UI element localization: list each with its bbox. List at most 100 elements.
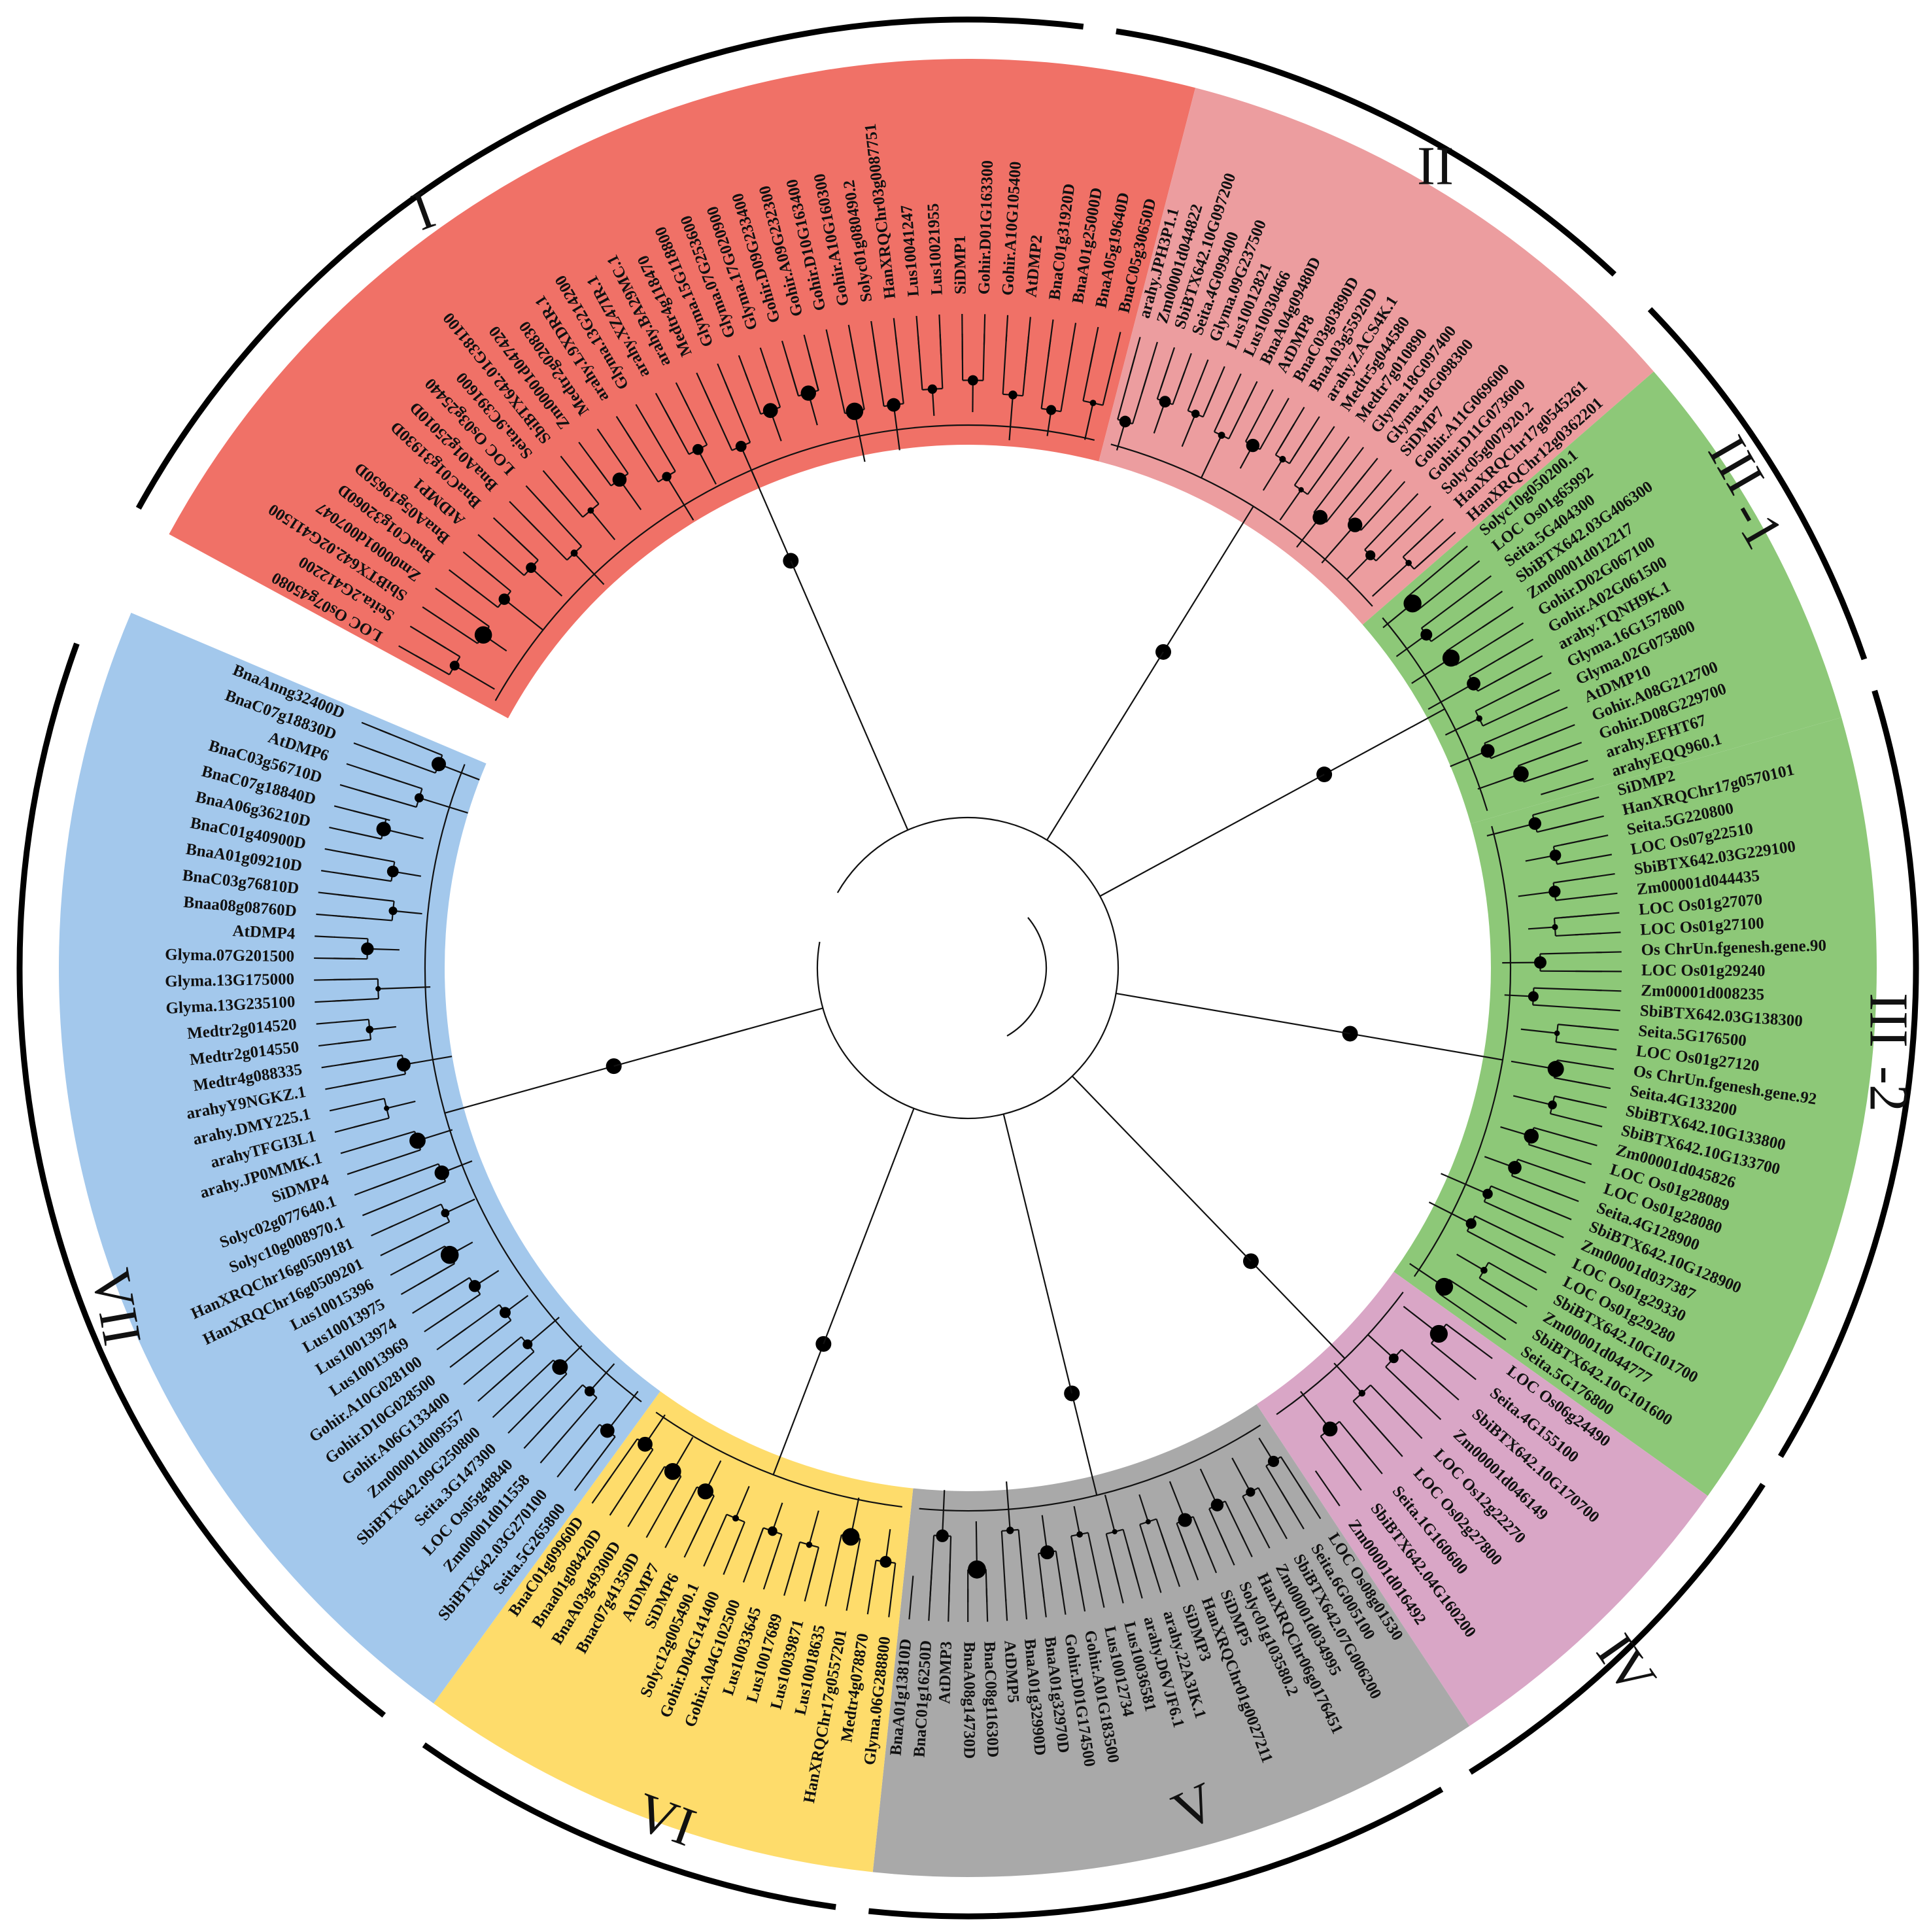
internal-branch bbox=[348, 831, 382, 840]
internal-branch bbox=[1000, 1530, 1007, 1602]
bootstrap-node bbox=[887, 398, 901, 412]
clade-bracket bbox=[1647, 307, 1868, 661]
bootstrap-node bbox=[384, 1105, 390, 1111]
root-arc bbox=[1006, 917, 1048, 1037]
internal-branch bbox=[1528, 926, 1556, 930]
bootstrap-node bbox=[1358, 1389, 1365, 1397]
bootstrap-node bbox=[1089, 400, 1097, 407]
internal-branch bbox=[766, 366, 781, 407]
internal-branch bbox=[1417, 572, 1465, 611]
internal-branch bbox=[1084, 402, 1094, 440]
internal-branch bbox=[386, 1100, 416, 1109]
bootstrap-node bbox=[1442, 649, 1460, 667]
bootstrap-node bbox=[1420, 629, 1433, 641]
clade-bracket bbox=[135, 16, 1084, 510]
internal-branch bbox=[1187, 377, 1202, 411]
internal-branch bbox=[1008, 394, 1014, 441]
leaf-label: SiDMP1 bbox=[951, 235, 970, 295]
internal-branch bbox=[590, 457, 612, 487]
bootstrap-node bbox=[846, 402, 864, 421]
terminal-branch bbox=[1474, 575, 1492, 589]
internal-branch bbox=[1300, 1390, 1331, 1430]
internal-branch bbox=[1224, 1500, 1244, 1540]
bootstrap-node bbox=[806, 1542, 813, 1548]
internal-branch bbox=[1402, 532, 1430, 558]
clade-sectors bbox=[58, 59, 1877, 1878]
internal-branch bbox=[772, 1343, 825, 1475]
bootstrap-node bbox=[1508, 1160, 1522, 1175]
bootstrap-node bbox=[664, 1462, 681, 1480]
internal-branch bbox=[1046, 651, 1164, 840]
internal-branch bbox=[982, 334, 985, 381]
clade-bracket bbox=[1116, 28, 1616, 277]
bootstrap-node bbox=[431, 757, 446, 772]
internal-branch bbox=[1244, 406, 1265, 442]
internal-branch bbox=[334, 936, 368, 940]
bootstrap-node bbox=[1046, 405, 1057, 415]
internal-branch bbox=[1005, 1481, 1011, 1531]
terminal-branch bbox=[1581, 1120, 1603, 1128]
internal-branch bbox=[1213, 391, 1234, 432]
internal-branch bbox=[745, 373, 762, 415]
bootstrap-node bbox=[1480, 1266, 1488, 1274]
clade-sector-vi bbox=[433, 1391, 914, 1872]
bootstrap-node bbox=[1006, 1527, 1014, 1534]
internal-branch bbox=[637, 1466, 666, 1511]
internal-branch bbox=[772, 1502, 783, 1532]
internal-branch bbox=[1441, 1173, 1488, 1195]
leaf-label: Glyma.13G175000 bbox=[165, 971, 294, 991]
bootstrap-node bbox=[386, 865, 399, 878]
internal-branch bbox=[1002, 1114, 1073, 1394]
internal-branch bbox=[893, 404, 900, 451]
internal-branch bbox=[849, 1538, 861, 1592]
internal-branch bbox=[1428, 1201, 1472, 1224]
internal-branch bbox=[1554, 914, 1600, 920]
internal-branch bbox=[870, 1560, 877, 1595]
bootstrap-node bbox=[396, 1058, 411, 1072]
internal-branch bbox=[1105, 1533, 1119, 1585]
internal-branch bbox=[1367, 1334, 1395, 1359]
bootstrap-node bbox=[1279, 455, 1286, 463]
internal-branch bbox=[1265, 1465, 1295, 1513]
internal-branch bbox=[1511, 1175, 1561, 1196]
internal-branch bbox=[1231, 1457, 1252, 1492]
internal-branch bbox=[1371, 562, 1409, 597]
internal-branch bbox=[1163, 506, 1254, 653]
bootstrap-node bbox=[1547, 1061, 1564, 1078]
internal-branch bbox=[1250, 1260, 1346, 1359]
internal-branch bbox=[829, 1534, 842, 1588]
internal-branch bbox=[890, 1562, 897, 1598]
bootstrap-node bbox=[1040, 1545, 1055, 1560]
internal-branch bbox=[378, 986, 431, 990]
internal-branch bbox=[344, 1073, 406, 1086]
internal-branch bbox=[823, 1108, 915, 1345]
internal-branch bbox=[1352, 1400, 1390, 1443]
internal-branch bbox=[664, 410, 690, 455]
internal-branch bbox=[1022, 336, 1030, 396]
bootstrap-node bbox=[415, 793, 424, 802]
clade-bracket bbox=[868, 1786, 1444, 1920]
bootstrap-node bbox=[697, 1483, 713, 1500]
internal-branch bbox=[789, 1542, 801, 1578]
internal-branch bbox=[1228, 398, 1250, 440]
root-arc bbox=[816, 816, 1119, 1120]
bootstrap-node bbox=[768, 1526, 778, 1536]
bootstrap-node bbox=[526, 562, 537, 574]
internal-branch bbox=[1002, 334, 1008, 394]
internal-branch bbox=[1320, 1436, 1350, 1475]
internal-branch bbox=[1055, 1551, 1064, 1596]
internal-branch bbox=[454, 664, 495, 690]
internal-branch bbox=[1532, 801, 1581, 816]
bootstrap-node bbox=[1267, 1455, 1280, 1468]
bootstrap-node bbox=[1480, 744, 1495, 758]
internal-branch bbox=[1350, 1033, 1503, 1061]
bootstrap-node bbox=[498, 593, 510, 605]
internal-branch bbox=[1430, 602, 1487, 642]
internal-branch bbox=[358, 789, 417, 808]
internal-branch bbox=[1289, 432, 1310, 464]
leaf-label: LOC Os01g29240 bbox=[1641, 961, 1766, 980]
bootstrap-node bbox=[570, 549, 578, 557]
bootstrap-node bbox=[842, 1528, 860, 1546]
internal-branch bbox=[704, 390, 733, 451]
